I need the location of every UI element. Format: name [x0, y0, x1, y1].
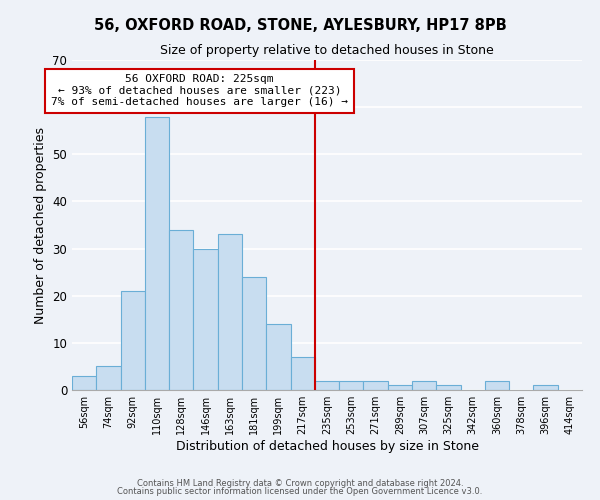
Bar — [72, 376, 96, 390]
Text: Contains HM Land Registry data © Crown copyright and database right 2024.: Contains HM Land Registry data © Crown c… — [137, 478, 463, 488]
Text: Contains public sector information licensed under the Open Government Licence v3: Contains public sector information licen… — [118, 487, 482, 496]
Bar — [121, 291, 145, 390]
Bar — [485, 380, 509, 390]
X-axis label: Distribution of detached houses by size in Stone: Distribution of detached houses by size … — [176, 440, 479, 453]
Bar — [290, 357, 315, 390]
Bar — [533, 386, 558, 390]
Title: Size of property relative to detached houses in Stone: Size of property relative to detached ho… — [160, 44, 494, 58]
Text: 56 OXFORD ROAD: 225sqm
← 93% of detached houses are smaller (223)
7% of semi-det: 56 OXFORD ROAD: 225sqm ← 93% of detached… — [51, 74, 348, 108]
Bar — [169, 230, 193, 390]
Bar — [412, 380, 436, 390]
Bar — [436, 386, 461, 390]
Bar — [242, 277, 266, 390]
Bar — [193, 248, 218, 390]
Y-axis label: Number of detached properties: Number of detached properties — [34, 126, 47, 324]
Bar — [96, 366, 121, 390]
Bar — [388, 386, 412, 390]
Bar — [218, 234, 242, 390]
Bar — [266, 324, 290, 390]
Bar — [339, 380, 364, 390]
Bar — [145, 116, 169, 390]
Bar — [364, 380, 388, 390]
Text: 56, OXFORD ROAD, STONE, AYLESBURY, HP17 8PB: 56, OXFORD ROAD, STONE, AYLESBURY, HP17 … — [94, 18, 506, 32]
Bar — [315, 380, 339, 390]
